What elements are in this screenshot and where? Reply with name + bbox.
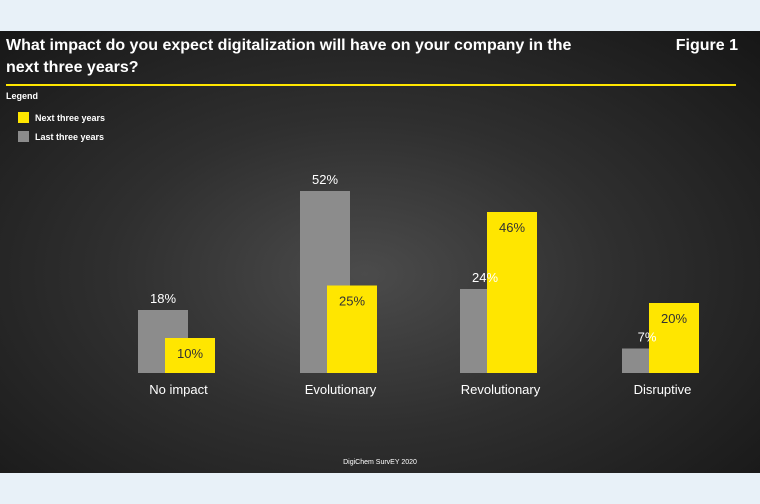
bar-chart: 18% 52% 24% 7% 10% 25% 46% 20% No impact Evolutio… xyxy=(138,172,699,397)
legend-item-last: Last three years xyxy=(18,131,104,142)
legend-swatch-next xyxy=(18,112,29,123)
bar-next-revolutionary xyxy=(487,212,537,373)
value-label-last-no-impact: 18% xyxy=(150,291,176,306)
value-label-last-disruptive: 7% xyxy=(638,330,657,345)
value-label-last-evolutionary: 52% xyxy=(312,172,338,187)
chart-panel: What impact do you expect digitalization… xyxy=(0,31,760,473)
bar-next-evolutionary xyxy=(327,285,377,373)
category-label-no-impact: No impact xyxy=(149,382,208,397)
legend-label-next: Next three years xyxy=(35,112,106,123)
legend-title: Legend xyxy=(6,91,39,101)
source-footer: DigiChem SurvEY 2020 xyxy=(343,459,417,466)
bar-next-no-impact xyxy=(165,338,215,373)
title-divider xyxy=(6,84,736,86)
legend-label-last: Last three years xyxy=(35,131,105,142)
value-label-next-revolutionary: 46% xyxy=(499,220,525,235)
value-label-next-no-impact: 10% xyxy=(177,346,203,361)
value-label-last-revolutionary: 24% xyxy=(472,270,498,285)
chart-title: What impact do you expect digitalization… xyxy=(6,37,572,76)
figure-label: Figure 1 xyxy=(675,37,738,54)
value-label-next-disruptive: 20% xyxy=(661,311,687,326)
bar-next-disruptive xyxy=(649,303,699,373)
category-label-evolutionary: Evolutionary xyxy=(305,382,377,397)
value-label-next-evolutionary: 25% xyxy=(339,294,365,309)
category-label-revolutionary: Revolutionary xyxy=(461,382,541,397)
legend-item-next: Next three years xyxy=(18,112,105,123)
category-label-disruptive: Disruptive xyxy=(634,382,692,397)
legend-swatch-last xyxy=(18,131,29,142)
